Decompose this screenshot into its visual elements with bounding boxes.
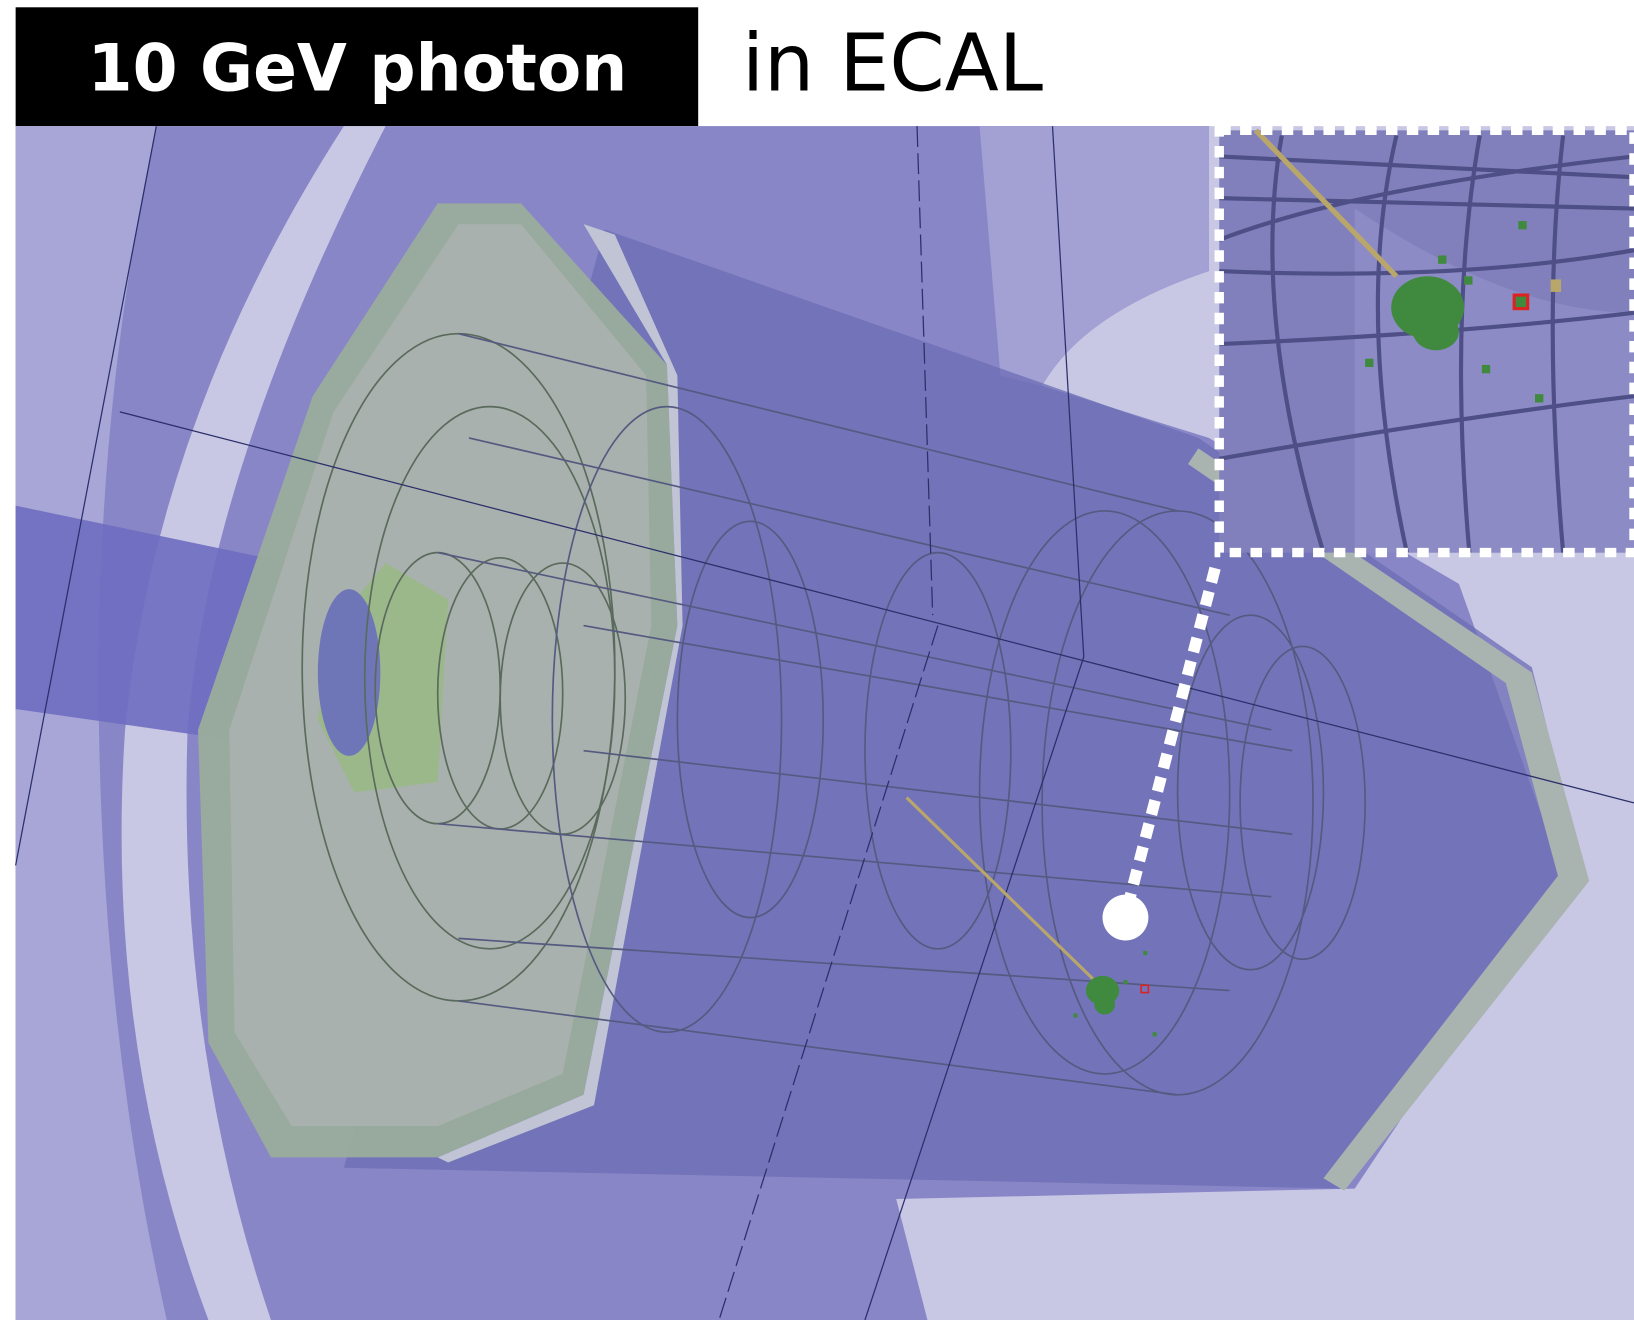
zoom-inset [1219,130,1634,552]
page: 10 GeV photon in ECAL [0,0,1634,1320]
label: 10 GeV photon [88,32,628,107]
event-display: 10 GeV photon in ECAL [0,0,1634,1320]
title: in ECAL [742,16,1043,109]
pointer-dot [1103,895,1149,941]
beam-hole [318,589,381,756]
detector-scene [16,126,1634,1320]
